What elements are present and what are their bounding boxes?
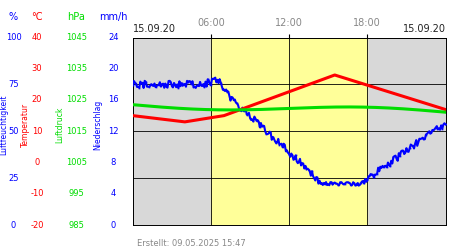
Text: 20: 20 [108,64,119,73]
Text: 15.09.20: 15.09.20 [133,24,176,34]
Text: 1005: 1005 [66,158,87,167]
Text: Erstellt: 09.05.2025 15:47: Erstellt: 09.05.2025 15:47 [137,238,246,248]
Text: 12: 12 [108,127,119,136]
Text: mm/h: mm/h [99,12,128,22]
Text: 20: 20 [32,96,42,104]
Text: 0: 0 [11,220,16,230]
Text: 30: 30 [32,64,42,73]
Text: %: % [9,12,18,22]
Text: 16: 16 [108,96,119,104]
Text: 0: 0 [111,220,116,230]
Text: 8: 8 [111,158,116,167]
Text: -20: -20 [30,220,44,230]
Text: 995: 995 [68,189,85,198]
Text: 100: 100 [5,33,22,42]
Text: hPa: hPa [68,12,86,22]
Bar [211,38,367,225]
Text: Niederschlag: Niederschlag [94,100,103,150]
Text: 0: 0 [34,158,40,167]
Text: 75: 75 [8,80,19,89]
Text: 1035: 1035 [66,64,87,73]
Text: 25: 25 [8,174,19,182]
Text: 4: 4 [111,189,116,198]
Text: 15.09.20: 15.09.20 [402,24,446,34]
Text: 50: 50 [8,127,19,136]
Text: 10: 10 [32,127,42,136]
Text: Luftfeuchtigkeit: Luftfeuchtigkeit [0,95,8,155]
Text: 40: 40 [32,33,42,42]
Text: 1015: 1015 [66,127,87,136]
Text: 24: 24 [108,33,119,42]
Text: -10: -10 [30,189,44,198]
Text: 1025: 1025 [66,96,87,104]
Text: °C: °C [31,12,43,22]
Text: Luftdruck: Luftdruck [55,107,64,143]
Text: 1045: 1045 [66,33,87,42]
Text: 985: 985 [68,220,85,230]
Text: Temperatur: Temperatur [21,103,30,147]
